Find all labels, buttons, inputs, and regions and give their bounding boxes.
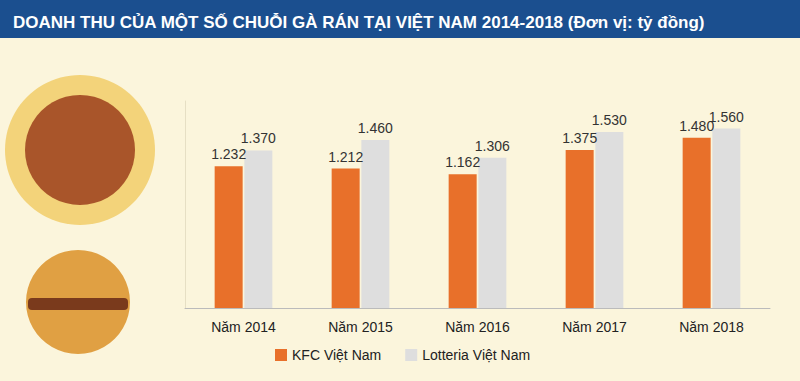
svg-text:1.232: 1.232 xyxy=(211,146,246,162)
svg-text:1.375: 1.375 xyxy=(562,130,597,146)
svg-text:1.370: 1.370 xyxy=(241,130,276,146)
svg-text:Năm 2018: Năm 2018 xyxy=(679,319,744,335)
svg-text:1.560: 1.560 xyxy=(709,109,744,125)
svg-text:Lotteria Việt Nam: Lotteria Việt Nam xyxy=(422,347,530,363)
svg-text:Năm 2015: Năm 2015 xyxy=(328,319,393,335)
svg-text:KFC Việt Nam: KFC Việt Nam xyxy=(292,347,381,363)
svg-text:1.306: 1.306 xyxy=(475,138,510,154)
svg-text:1.162: 1.162 xyxy=(445,154,480,170)
svg-text:Năm 2014: Năm 2014 xyxy=(211,319,276,335)
svg-text:1.460: 1.460 xyxy=(358,120,393,136)
svg-text:DOANH THU CỦA MỘT SỐ CHUỖI GÀ: DOANH THU CỦA MỘT SỐ CHUỖI GÀ RÁN TẠI VI… xyxy=(13,12,705,32)
svg-text:1.212: 1.212 xyxy=(328,149,363,165)
svg-text:Năm 2016: Năm 2016 xyxy=(445,319,510,335)
svg-text:Năm 2017: Năm 2017 xyxy=(562,319,627,335)
svg-text:1.530: 1.530 xyxy=(592,112,627,128)
svg-text:1.480: 1.480 xyxy=(679,117,715,134)
